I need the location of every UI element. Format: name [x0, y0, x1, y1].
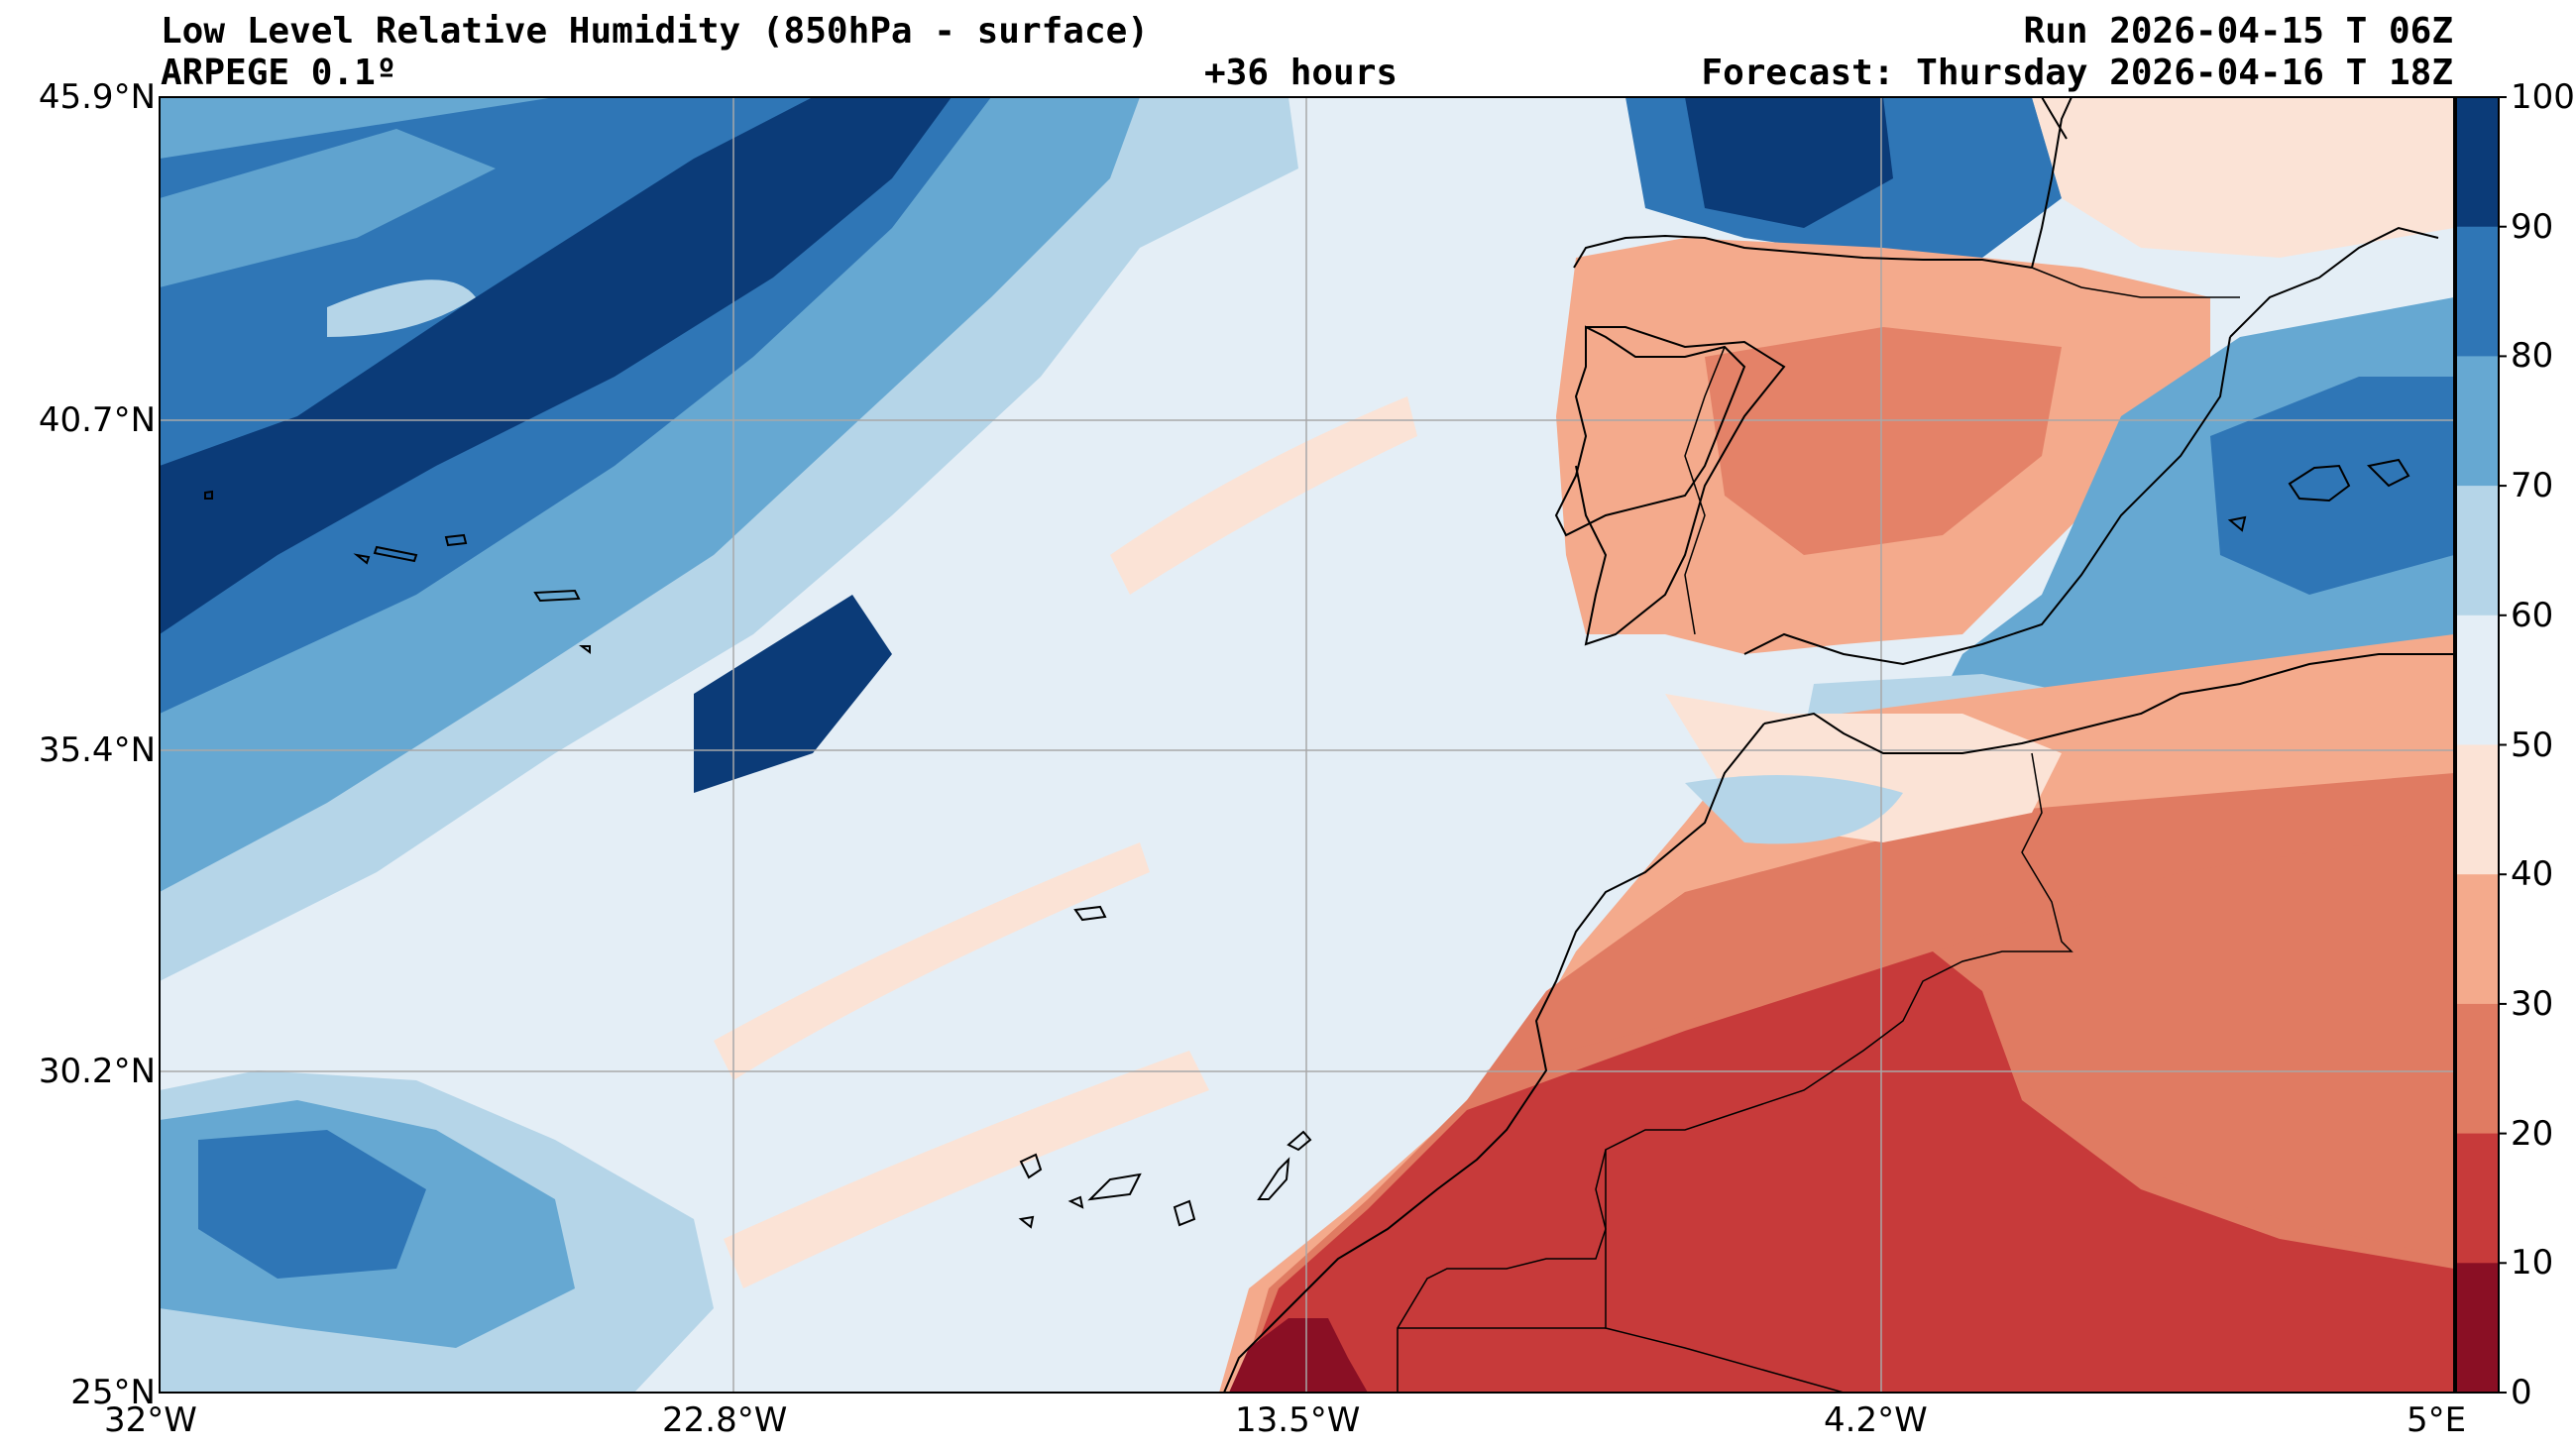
colorbar-segment — [2456, 356, 2499, 487]
colorbar-tick-label: 20 — [2511, 1113, 2554, 1154]
lon-label-13.5w: 13.5°W — [1235, 1400, 1361, 1440]
colorbar-frame — [2455, 96, 2500, 1394]
colorbar-tick-label: 80 — [2511, 336, 2554, 377]
colorbar-segment — [2456, 486, 2499, 616]
lon-label-4.2w: 4.2°W — [1824, 1400, 1928, 1440]
colorbar-segment — [2456, 1133, 2499, 1264]
lon-label-32w: 32°W — [104, 1400, 197, 1440]
run-label: Run 2026-04-15 T 06Z — [2023, 11, 2453, 52]
colorbar-tick-label: 50 — [2511, 725, 2554, 765]
colorbar-segment — [2456, 97, 2499, 228]
lat-label-25: 25°N — [70, 1373, 156, 1412]
colorbar-tick-label: 60 — [2511, 595, 2554, 635]
lat-label-35.4: 35.4°N — [38, 730, 156, 770]
colorbar-tick-label: 90 — [2511, 206, 2554, 247]
colorbar-segment — [2456, 614, 2499, 745]
lat-label-30.2: 30.2°N — [38, 1052, 156, 1091]
colorbar — [2456, 96, 2507, 1394]
lon-label-22.8w: 22.8°W — [662, 1400, 788, 1440]
colorbar-tick-label: 40 — [2511, 854, 2554, 895]
colorbar-tick-label: 70 — [2511, 466, 2554, 506]
map-title: Low Level Relative Humidity (850hPa - su… — [161, 11, 1149, 52]
lead-time-label: +36 hours — [1204, 53, 1399, 93]
colorbar-segment — [2456, 874, 2499, 1005]
coastlines — [204, 97, 2454, 1393]
lat-label-45.9: 45.9°N — [38, 77, 156, 117]
colorbar-tick-label: 30 — [2511, 983, 2554, 1024]
colorbar-segment — [2456, 226, 2499, 357]
colorbar-tick-label: 10 — [2511, 1243, 2554, 1284]
lon-label-5e: 5°E — [2407, 1400, 2467, 1440]
graticule — [160, 97, 2454, 1393]
colorbar-tick-label: 100 — [2511, 77, 2575, 117]
lat-label-40.7: 40.7°N — [38, 400, 156, 440]
colorbar-tick-label: 0 — [2511, 1373, 2532, 1412]
colorbar-segment — [2456, 744, 2499, 875]
forecast-label: Forecast: Thursday 2026-04-16 T 18Z — [1701, 53, 2453, 93]
model-label: ARPEGE 0.1º — [161, 53, 397, 93]
colorbar-segment — [2456, 1263, 2499, 1394]
map-frame — [159, 96, 2455, 1394]
colorbar-segment — [2456, 1003, 2499, 1135]
